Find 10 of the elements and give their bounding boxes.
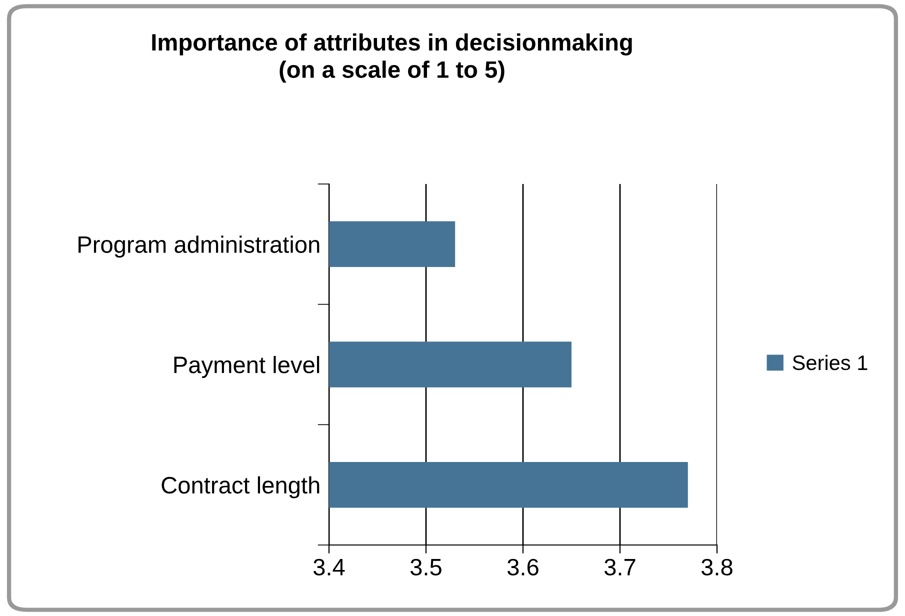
y-tick-label: Contract length	[162, 476, 320, 498]
x-tick-label: 3.7	[604, 558, 636, 576]
x-tick-label: 3.6	[507, 558, 538, 576]
legend-label: Series 1	[792, 354, 868, 370]
x-tick-label: 3.5	[410, 558, 442, 576]
x-tick-label: 3.4	[313, 558, 345, 576]
chart-title: Importance of attributes in decisionmaking (on a scale of 1 to 5)	[152, 33, 632, 83]
y-tick-label: Program administration	[78, 236, 320, 258]
y-tick-label: Payment level	[174, 356, 320, 378]
x-tick-label: 3.8	[701, 558, 732, 576]
